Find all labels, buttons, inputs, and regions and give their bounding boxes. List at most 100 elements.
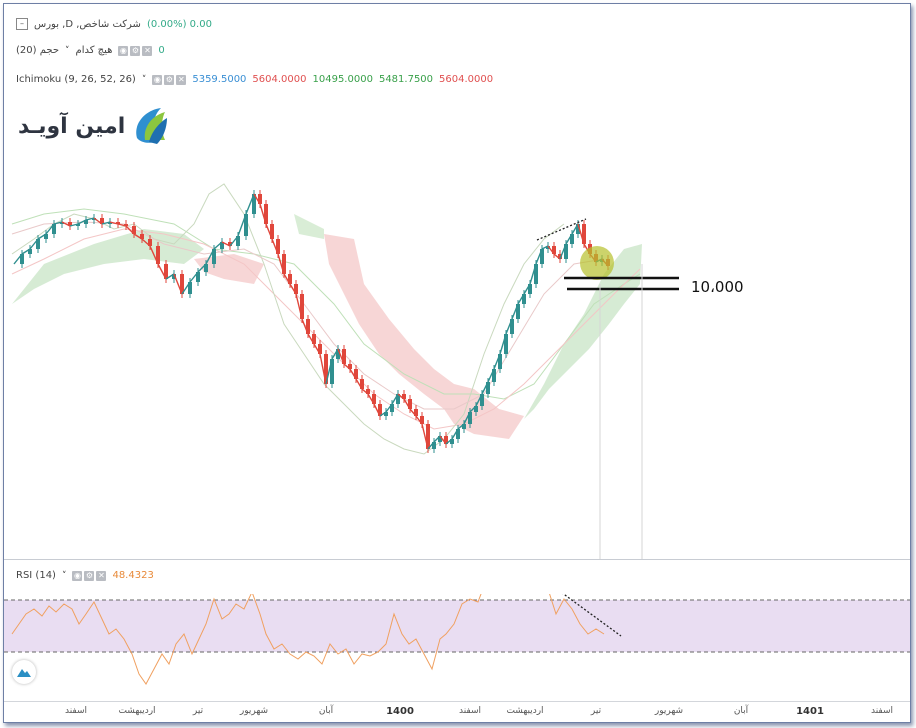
candle-body	[306, 319, 310, 334]
candle-body	[462, 424, 466, 429]
candle-body	[28, 249, 32, 254]
price-segment	[427, 441, 435, 450]
axis-tick: 1401	[796, 706, 824, 717]
candle-body	[180, 274, 184, 294]
close-icon[interactable]: ✕	[142, 45, 153, 56]
candle-body	[294, 284, 298, 294]
price-chart[interactable]	[4, 154, 910, 559]
price-segment	[385, 403, 393, 413]
rsi-label[interactable]: RSI (14)	[16, 570, 56, 581]
candle-body	[108, 222, 112, 224]
axis-tick: اسفند	[458, 706, 482, 716]
candle-body	[450, 439, 454, 444]
ichimoku-value-1: 5359.5000	[192, 74, 247, 85]
price-segment	[469, 405, 477, 413]
price-segment	[21, 248, 31, 255]
price-segment	[301, 318, 309, 335]
rsi-value: 48.4323	[112, 570, 154, 581]
candle-body	[244, 214, 248, 236]
close-icon[interactable]: ✕	[96, 570, 107, 581]
candle-body	[360, 379, 364, 389]
candle-body	[124, 224, 128, 226]
price-segment	[325, 358, 333, 385]
price-segment	[265, 223, 273, 240]
candle-body	[444, 436, 448, 444]
price-segment	[69, 223, 79, 227]
price-segment	[205, 248, 215, 265]
axis-tick: 1400	[386, 706, 414, 717]
chevron-down-icon[interactable]: ˅	[61, 570, 67, 581]
candle-body	[288, 274, 292, 284]
settings-icon[interactable]: ⚙	[164, 74, 175, 85]
candle-body	[540, 249, 544, 264]
price-segment	[125, 225, 135, 235]
ichimoku-value-4: 5481.7500	[378, 74, 434, 85]
candle-body	[372, 394, 376, 404]
eye-icon[interactable]: ◉	[72, 570, 83, 581]
price-segment	[213, 241, 223, 250]
price-segment	[13, 253, 23, 265]
eye-icon[interactable]: ◉	[118, 45, 129, 56]
candle-body	[546, 246, 550, 249]
price-segment	[403, 398, 411, 410]
candle-body	[164, 264, 168, 279]
mountain-icon	[17, 669, 31, 677]
collapse-icon[interactable]: –	[16, 18, 28, 30]
price-segment	[559, 243, 567, 260]
volume-label[interactable]: حجم (20)	[16, 45, 60, 56]
chart-logo-button[interactable]	[12, 660, 36, 684]
candle-body	[576, 224, 580, 234]
settings-icon[interactable]: ⚙	[130, 45, 141, 56]
candle-body	[528, 284, 532, 294]
candle-body	[52, 224, 56, 234]
settings-icon[interactable]: ⚙	[84, 570, 95, 581]
eye-icon[interactable]: ◉	[152, 74, 163, 85]
chevron-down-icon[interactable]: ˅	[141, 74, 147, 85]
chikou-span-line	[11, 183, 565, 455]
candle-body	[36, 239, 40, 249]
pane-divider[interactable]	[4, 559, 910, 560]
candle-body	[342, 349, 346, 364]
candle-body	[366, 389, 370, 394]
time-axis[interactable]: اسفند اردیبهشت تیر شهریور آبان 1400 اسفند اردیب…	[4, 701, 910, 722]
ichimoku-value-5: 5604.0000	[439, 74, 494, 85]
candle-body	[264, 204, 268, 224]
price-segment	[541, 245, 549, 250]
price-segment	[283, 273, 291, 285]
candle-body	[76, 224, 80, 226]
candle-body	[318, 344, 322, 354]
candle-body	[552, 246, 556, 254]
price-segment	[253, 193, 261, 205]
price-segment	[307, 333, 315, 345]
chevron-down-icon[interactable]: ˅	[65, 45, 70, 56]
price-segment	[133, 233, 143, 240]
price-segment	[295, 293, 303, 320]
price-segment	[343, 363, 351, 370]
price-segment	[451, 428, 459, 440]
ichimoku-value-2: 5604.0000	[252, 74, 307, 85]
price-segment	[277, 253, 285, 275]
price-segment	[397, 393, 405, 400]
ichimoku-label[interactable]: Ichimoku (9, 26, 52, 26)	[16, 74, 136, 85]
price-segment	[165, 273, 175, 280]
candle-body	[480, 394, 484, 406]
price-segment	[93, 217, 103, 225]
price-segment	[481, 381, 489, 395]
candle-body	[354, 369, 358, 379]
candle-body	[100, 218, 104, 224]
rsi-line	[11, 594, 605, 685]
axis-tick: اردیبهشت	[506, 706, 544, 716]
price-segment	[61, 221, 71, 227]
candle-body	[236, 236, 240, 246]
price-segment	[487, 368, 495, 383]
candle-body	[204, 264, 208, 272]
price-segment	[85, 217, 95, 221]
price-segment	[319, 353, 327, 385]
close-icon[interactable]: ✕	[176, 74, 187, 85]
axis-tick: اردیبهشت	[118, 706, 156, 716]
ichimoku-legend: Ichimoku (9, 26, 52, 26) ˅ ◉ ⚙ ✕ 5359.50…	[16, 74, 493, 85]
price-segment	[565, 233, 573, 245]
candles-group	[13, 190, 610, 453]
price-segment	[415, 415, 423, 425]
rsi-chart[interactable]	[4, 594, 910, 698]
